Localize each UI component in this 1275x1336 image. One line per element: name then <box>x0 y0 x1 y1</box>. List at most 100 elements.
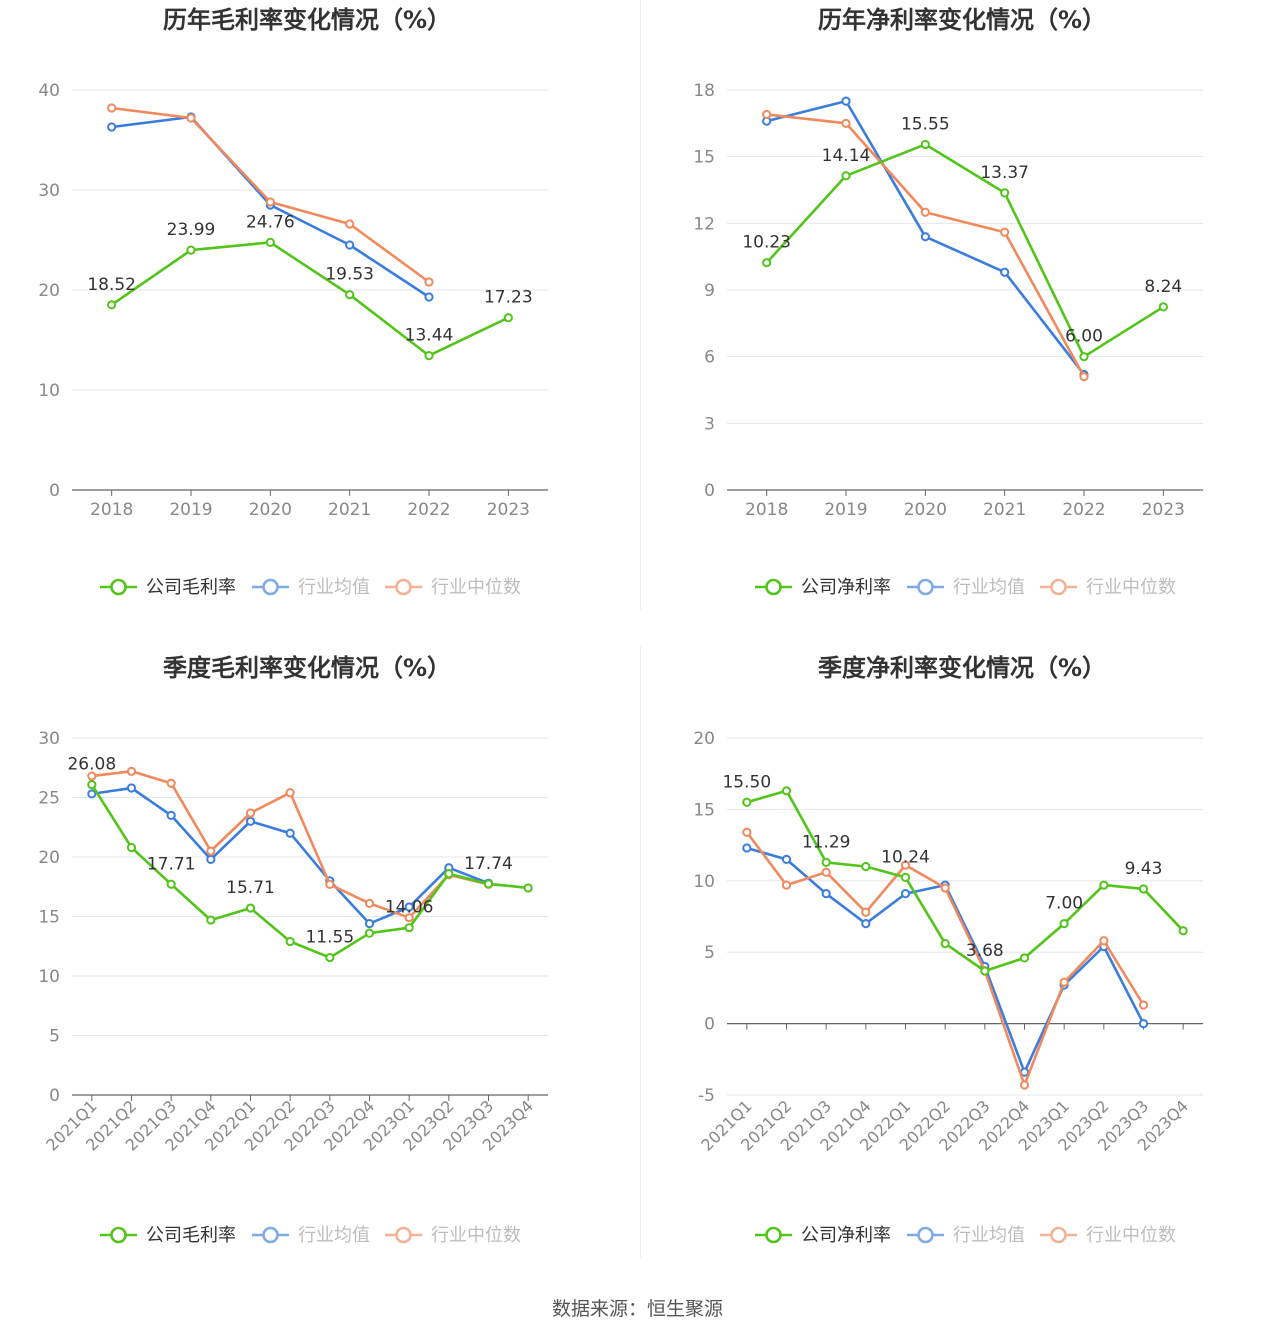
data-point-industry_median <box>762 109 772 120</box>
legend-label: 行业均值 <box>298 577 370 598</box>
x-tick-label: 2023 <box>1142 500 1185 520</box>
data-label: 15.71 <box>226 878 275 898</box>
x-tick-label: 2019 <box>824 500 867 520</box>
legend-marker <box>917 578 934 596</box>
data-point-company <box>821 857 831 867</box>
data-point-industry_median <box>1059 977 1069 987</box>
data-point-company <box>523 883 533 893</box>
data-point-industry_median <box>841 118 851 128</box>
data-label: 19.53 <box>325 265 374 285</box>
data-point-industry_avg <box>345 240 355 250</box>
x-tick-label: 2020 <box>249 500 292 520</box>
legend-label: 公司毛利率 <box>146 1225 236 1246</box>
legend-marker <box>1050 1226 1067 1244</box>
y-tick-label: 15 <box>693 148 715 168</box>
data-point-industry_median <box>1099 936 1109 946</box>
data-point-industry_avg <box>1138 1019 1149 1029</box>
data-point-company <box>345 290 355 300</box>
x-tick-label: 2023 <box>487 500 530 520</box>
y-tick-label: 5 <box>704 943 715 963</box>
series-line-industry_median <box>745 831 1145 1087</box>
data-point-industry_avg <box>900 889 911 899</box>
y-tick-label: 15 <box>693 800 715 820</box>
legend-item-industry_median: 行业中位数 <box>385 1225 521 1246</box>
data-point-industry_avg <box>1000 267 1010 277</box>
legend-marker <box>262 578 279 596</box>
data-point-industry_median <box>920 207 930 217</box>
data-point-industry_avg <box>126 783 137 793</box>
annual-net-margin-chart: 历年净利率变化情况（%） 0 3 6 9 12 15 18 2018 2019 2020 2021 20… <box>655 0 1275 646</box>
data-point-company <box>364 928 375 938</box>
legend-item-company: 公司毛利率 <box>100 1225 236 1246</box>
data-point-industry_median <box>107 103 117 113</box>
x-tick-label: 2020 <box>904 500 947 520</box>
data-point-company <box>1158 302 1168 312</box>
legend-marker <box>110 1226 127 1244</box>
legend-marker <box>1050 578 1067 596</box>
legend-label: 行业均值 <box>953 577 1025 598</box>
data-point-industry_median <box>1019 1080 1030 1090</box>
y-tick-label: 3 <box>704 414 715 434</box>
series-line-company <box>746 789 1185 973</box>
chart-svg: 历年净利率变化情况（%） 0 3 6 9 12 15 18 2018 2019 2020 2021 20… <box>693 6 1203 598</box>
data-label: 10.23 <box>742 233 791 253</box>
divider-bottom <box>640 646 641 1258</box>
data-point-industry_avg <box>245 816 256 826</box>
data-point-industry_median <box>424 277 434 287</box>
data-point-industry_median <box>186 113 196 123</box>
y-tick-label: 40 <box>38 81 60 101</box>
quarterly-net-margin-chart: 季度净利率变化情况（%） -5 0 5 10 15 20 2021Q1 2021Q2 2021Q3… <box>655 648 1275 1294</box>
chart-svg: 季度净利率变化情况（%）-5051015202021Q12021Q22021Q3… <box>693 654 1203 1246</box>
y-tick-label: 10 <box>693 872 715 892</box>
data-point-company <box>245 903 256 913</box>
data-point-company <box>781 786 792 796</box>
data-label: 18.52 <box>87 275 136 295</box>
data-point-company <box>762 258 772 268</box>
data-label: 17.74 <box>464 854 513 874</box>
chart-svg: 历年毛利率变化情况（%） 0 10 20 30 40 2018 2019 2020 2021 202… <box>38 6 548 598</box>
data-point-company <box>265 237 275 247</box>
data-label: 26.08 <box>67 755 116 775</box>
data-point-industry_avg <box>285 828 295 838</box>
legend-label: 公司净利率 <box>801 577 891 598</box>
data-point-company <box>87 780 97 790</box>
series-line-industry_median <box>111 106 430 284</box>
data-point-industry_median <box>940 883 950 893</box>
data-point-industry_median <box>325 879 335 889</box>
x-tick-label: 2018 <box>90 500 133 520</box>
y-tick-label: 0 <box>49 1086 60 1106</box>
data-point-company <box>1079 352 1089 362</box>
legend-label: 行业中位数 <box>431 1225 521 1246</box>
y-tick-label: 20 <box>38 848 60 868</box>
y-tick-label: 0 <box>704 1015 715 1035</box>
legend-label: 行业中位数 <box>431 577 521 598</box>
series-line-industry_median <box>766 113 1086 378</box>
y-tick-label: 0 <box>704 481 715 501</box>
legend-marker <box>262 1226 279 1244</box>
data-point-industry_median <box>245 808 256 818</box>
data-point-industry_median <box>404 913 414 923</box>
y-tick-label: -5 <box>698 1086 715 1106</box>
data-label: 17.71 <box>147 854 196 874</box>
data-point-industry_median <box>345 219 355 229</box>
data-label: 6.00 <box>1065 327 1103 347</box>
data-point-company <box>940 939 950 949</box>
quarterly-gross-margin-chart: 季度毛利率变化情况（%） 0 5 10 15 20 25 30 2021Q1 2021Q2 2021… <box>0 648 637 1294</box>
data-label: 8.24 <box>1144 277 1182 297</box>
x-tick-label: 2022 <box>407 500 450 520</box>
legend-item-industry_median: 行业中位数 <box>385 577 521 598</box>
data-point-industry_avg <box>821 889 831 899</box>
data-label: 11.29 <box>802 832 851 852</box>
data-point-industry_median <box>1138 1000 1149 1010</box>
y-tick-label: 30 <box>38 181 60 201</box>
data-label: 23.99 <box>167 220 216 240</box>
legend-item-industry_avg: 行业均值 <box>907 1225 1025 1246</box>
data-point-industry_avg <box>841 96 851 106</box>
y-tick-label: 6 <box>704 348 715 368</box>
data-point-company <box>166 879 176 889</box>
data-point-industry_avg <box>742 843 752 853</box>
data-point-company <box>126 842 137 853</box>
x-tick-label: 2021 <box>328 500 371 520</box>
data-point-industry_avg <box>107 122 117 132</box>
legend-item-industry_avg: 行业均值 <box>252 577 370 598</box>
